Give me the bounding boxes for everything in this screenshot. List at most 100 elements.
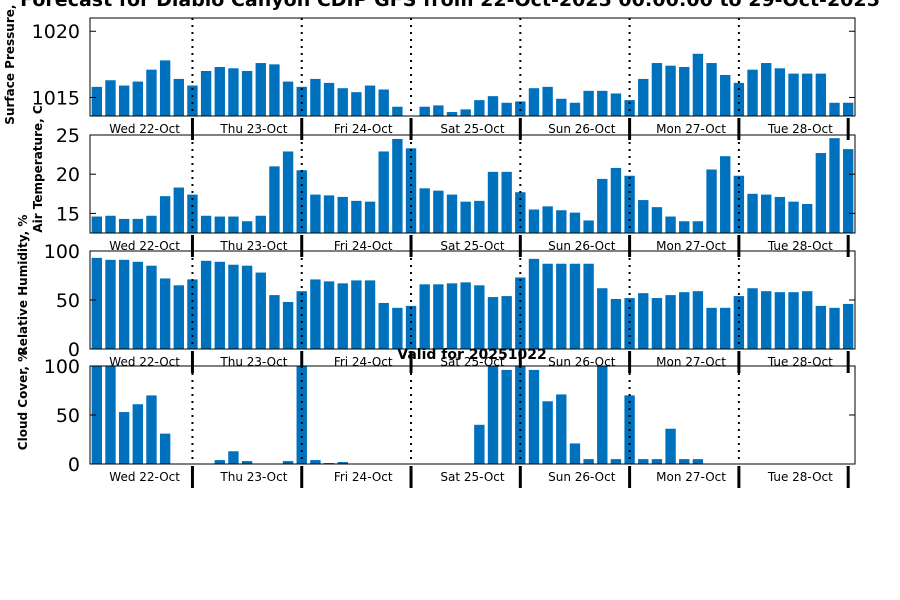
bar bbox=[774, 196, 786, 233]
x-tick-label: Sun 26-Oct bbox=[548, 239, 616, 253]
bar bbox=[241, 221, 253, 233]
bar bbox=[214, 67, 225, 116]
bar bbox=[446, 112, 458, 116]
bar bbox=[542, 206, 553, 233]
y-axis-label: Surface Pressure, mb bbox=[3, 0, 17, 125]
bar bbox=[583, 220, 594, 233]
y-tick-label: 1020 bbox=[32, 21, 80, 43]
bar bbox=[118, 259, 130, 349]
y-tick-label: 100 bbox=[44, 356, 80, 378]
x-tick-label: Wed 22-Oct bbox=[109, 470, 180, 484]
bar bbox=[720, 307, 731, 349]
x-tick-label: Fri 24-Oct bbox=[334, 122, 393, 136]
bar bbox=[665, 65, 676, 116]
bar bbox=[597, 288, 608, 349]
bar bbox=[842, 102, 854, 116]
bar bbox=[392, 138, 403, 233]
bar bbox=[405, 305, 417, 349]
bar bbox=[241, 461, 253, 464]
bar bbox=[310, 460, 321, 464]
bar bbox=[105, 259, 116, 349]
bar bbox=[761, 194, 772, 233]
bar bbox=[173, 285, 184, 349]
bar bbox=[788, 201, 799, 233]
bar bbox=[392, 106, 403, 116]
bar bbox=[501, 296, 512, 349]
bar bbox=[173, 78, 184, 116]
bar bbox=[282, 301, 294, 349]
panels-group: Wed 22-Oct Thu 23-Oct Fri 24-Oct Sat 25-Oct… bbox=[3, 0, 856, 488]
bar bbox=[679, 459, 690, 464]
bar bbox=[528, 209, 540, 233]
bar bbox=[228, 68, 239, 116]
x-tick-label: Wed 22-Oct bbox=[109, 239, 180, 253]
bar bbox=[638, 78, 649, 116]
chart-subtitle: Valid for 20251022 bbox=[397, 347, 546, 363]
x-tick-label: Fri 24-Oct bbox=[334, 470, 393, 484]
bar bbox=[569, 102, 581, 116]
x-tick-label: Tue 28-Oct bbox=[767, 355, 833, 369]
bar bbox=[774, 292, 786, 349]
bar bbox=[282, 151, 294, 233]
bar bbox=[228, 264, 239, 349]
bar bbox=[542, 263, 553, 349]
bar bbox=[638, 200, 649, 233]
bar bbox=[720, 74, 731, 116]
bar bbox=[651, 298, 663, 349]
x-tick-label: Wed 22-Oct bbox=[109, 355, 180, 369]
x-tick-label: Mon 27-Oct bbox=[656, 122, 726, 136]
bar bbox=[651, 63, 663, 116]
bar bbox=[460, 201, 471, 233]
bar bbox=[323, 281, 335, 349]
y-axis-label: Air Temperature, C bbox=[31, 105, 45, 233]
bar bbox=[105, 80, 116, 116]
bar bbox=[173, 187, 184, 233]
bar bbox=[487, 171, 499, 233]
bar bbox=[132, 404, 143, 464]
bar bbox=[200, 70, 212, 116]
bar bbox=[255, 272, 266, 349]
y-tick-label: 100 bbox=[44, 241, 80, 263]
bar bbox=[487, 297, 499, 349]
bar bbox=[364, 201, 376, 233]
bar bbox=[802, 73, 813, 116]
bar bbox=[132, 81, 143, 116]
bar bbox=[651, 207, 663, 233]
bar bbox=[296, 170, 307, 233]
bar bbox=[487, 366, 499, 464]
x-tick-label: Sun 26-Oct bbox=[548, 122, 616, 136]
bar bbox=[706, 169, 717, 233]
x-tick-label: Mon 27-Oct bbox=[656, 470, 726, 484]
bar bbox=[146, 215, 157, 233]
bar bbox=[528, 369, 540, 464]
bar bbox=[378, 89, 389, 116]
bar bbox=[665, 428, 676, 464]
bar bbox=[364, 85, 376, 116]
bar bbox=[842, 149, 854, 233]
bar bbox=[747, 69, 758, 116]
x-tick-label: Thu 23-Oct bbox=[219, 239, 287, 253]
x-tick-label: Fri 24-Oct bbox=[334, 239, 393, 253]
bar bbox=[583, 459, 594, 464]
bar bbox=[146, 395, 157, 464]
bar bbox=[433, 105, 444, 116]
bar bbox=[624, 175, 635, 233]
bar bbox=[583, 90, 594, 116]
bar bbox=[487, 96, 499, 116]
bar bbox=[747, 288, 758, 349]
bar bbox=[638, 293, 649, 349]
bar bbox=[146, 265, 157, 349]
panel-3: Wed 22-Oct Thu 23-Oct Fri 24-Oct Sat 25-Oct… bbox=[16, 215, 856, 373]
bar bbox=[665, 295, 676, 349]
y-axis-label: Relative Humidity, % bbox=[16, 215, 30, 356]
bar bbox=[802, 203, 813, 233]
axes-box bbox=[89, 365, 856, 465]
bar bbox=[692, 459, 704, 464]
bar bbox=[610, 167, 622, 233]
axes-box bbox=[89, 17, 856, 117]
bar bbox=[556, 394, 567, 464]
bar bbox=[105, 215, 116, 233]
y-axis-label: Cloud Cover, % bbox=[16, 350, 30, 450]
bar bbox=[214, 261, 225, 349]
bar bbox=[638, 459, 649, 464]
